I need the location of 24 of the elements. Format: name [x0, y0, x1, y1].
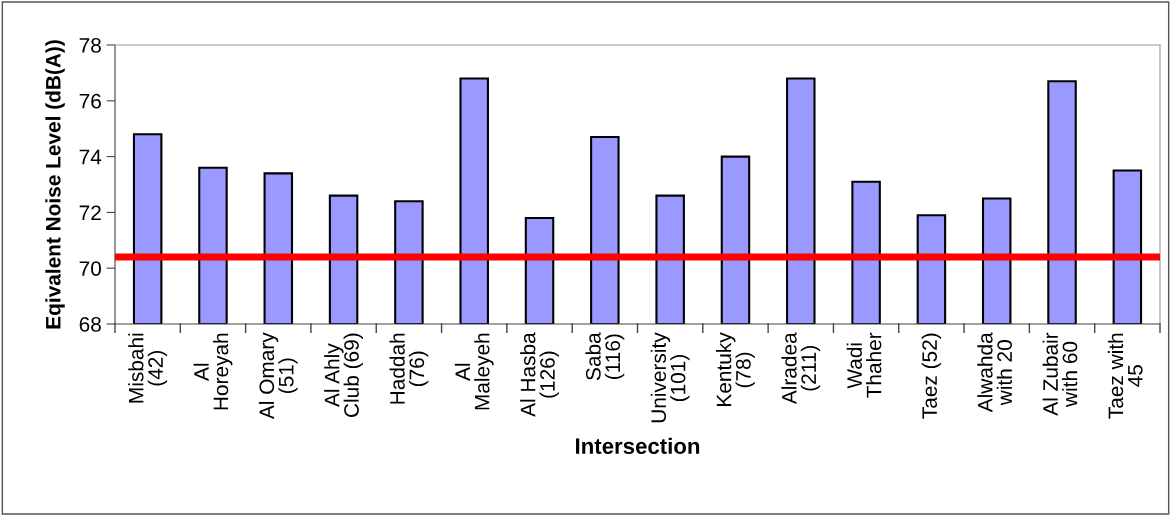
x-tick-label: Saba (116)	[585, 332, 625, 381]
x-tick-label: Al Omary (51)	[258, 332, 298, 420]
x-tick-label: Misbahi (42)	[128, 333, 168, 403]
x-tick-label: Al Horeyah	[193, 333, 233, 410]
x-tick-label: Al Ahly Club (69)	[324, 333, 363, 417]
y-axis-title: Eqivalent Noise Level (dB(A))	[45, 40, 65, 329]
x-tick-label: Taez with 45	[1107, 333, 1143, 419]
y-tick-label: 70	[79, 261, 101, 276]
x-tick-label: Taez (52)	[921, 333, 942, 419]
y-tick-label: 76	[79, 93, 101, 109]
y-tick-label: 68	[79, 317, 101, 332]
x-axis-title: Intersection	[576, 437, 700, 454]
x-tick-label: Kentuky (78)	[716, 332, 755, 406]
x-tick-label: Alwahda with 20	[977, 332, 1013, 413]
x-tick-label: Haddah (76)	[389, 333, 429, 404]
y-tick-label: 74	[79, 149, 102, 165]
x-tick-label: Alradea (211)	[781, 332, 821, 405]
x-tick-label: Wadi Thaher	[846, 332, 882, 398]
x-tick-label: Al Maleyeh	[454, 333, 494, 410]
x-tick-label: Al Hasba (126)	[520, 332, 559, 417]
y-tick-label: 78	[79, 38, 101, 53]
y-tick-label: 72	[79, 205, 101, 220]
x-tick-label: Al Zubair with 60	[1042, 332, 1078, 416]
x-tick-label: University (101)	[650, 332, 690, 423]
